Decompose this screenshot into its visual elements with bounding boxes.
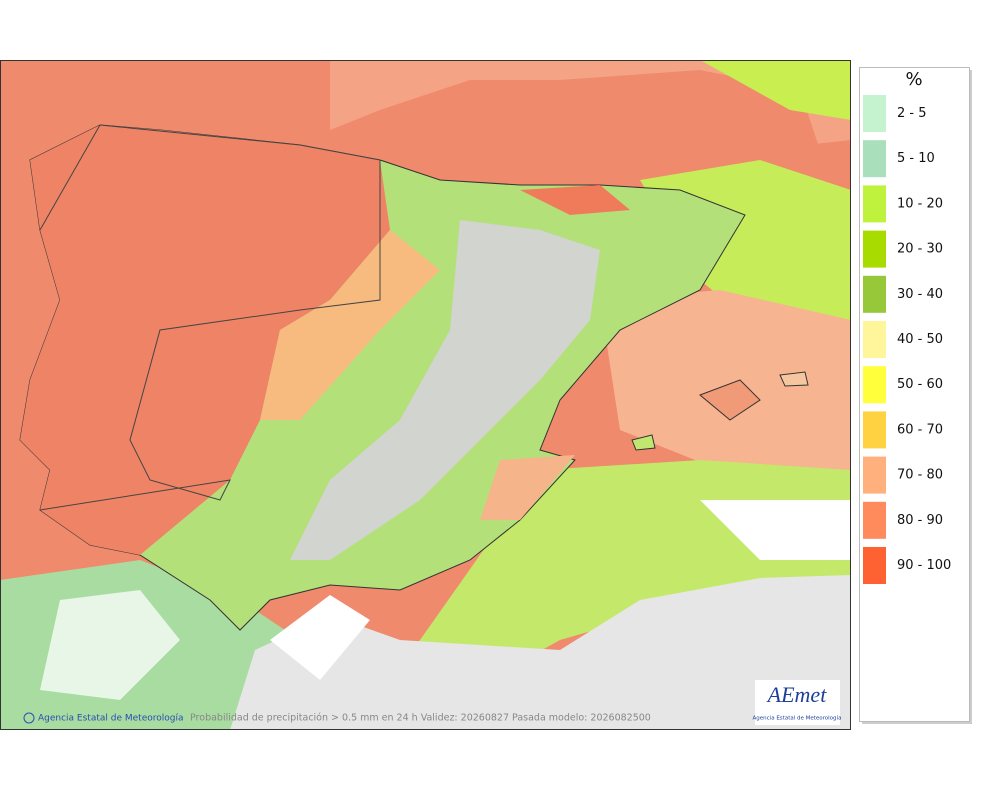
legend-swatch bbox=[863, 321, 886, 358]
logo-box bbox=[755, 680, 840, 725]
legend-swatch bbox=[863, 501, 886, 539]
logo-subtitle: Agencia Estatal de Meteorología bbox=[753, 715, 842, 722]
legend-swatch bbox=[863, 230, 886, 268]
agency-credit: Agencia Estatal de Meteorología bbox=[38, 714, 184, 724]
legend-swatch bbox=[863, 411, 886, 449]
legend-label: 2 - 5 bbox=[897, 106, 927, 121]
north-africa bbox=[230, 575, 851, 730]
legend-label: 80 - 90 bbox=[897, 513, 943, 528]
ibiza bbox=[631, 434, 656, 451]
low-prob-west bbox=[40, 590, 180, 700]
mallorca bbox=[699, 379, 761, 421]
murcia-mid bbox=[480, 455, 575, 520]
legend-swatch bbox=[863, 456, 886, 494]
legend-swatch bbox=[863, 366, 886, 404]
map-frame bbox=[0, 60, 851, 730]
legend-swatch bbox=[863, 140, 886, 178]
map-caption: Probabilidad de precipitación > 0.5 mm e… bbox=[190, 713, 651, 724]
legend-label: 5 - 10 bbox=[897, 151, 935, 166]
legend-swatch bbox=[863, 185, 886, 223]
legend-label: 70 - 80 bbox=[897, 468, 943, 483]
copyright-icon bbox=[23, 712, 35, 724]
legend-title: % bbox=[905, 69, 922, 90]
legend-label: 60 - 70 bbox=[897, 422, 943, 437]
legend-label: 50 - 60 bbox=[897, 377, 943, 392]
legend-swatch bbox=[863, 547, 886, 584]
legend-label: 30 - 40 bbox=[897, 287, 943, 302]
legend-swatch bbox=[863, 275, 886, 313]
alps-low bbox=[700, 60, 851, 120]
pyrenees-high bbox=[520, 185, 630, 215]
strait-area bbox=[270, 595, 370, 680]
legend-label: 40 - 50 bbox=[897, 332, 943, 347]
legend-label: 90 - 100 bbox=[897, 558, 951, 573]
borders bbox=[39, 124, 381, 511]
low-prob bbox=[700, 500, 851, 560]
legend-items: 2 - 5 5 - 10 10 - 20 20 - 30 30 - 40 40 - 50 5… bbox=[863, 95, 951, 584]
legend-swatch bbox=[863, 95, 886, 132]
france-high bbox=[560, 70, 820, 170]
logo-name: AEmet bbox=[766, 682, 828, 707]
legend-label: 20 - 30 bbox=[897, 242, 943, 257]
legend-label: 10 - 20 bbox=[897, 196, 943, 211]
east-dry bbox=[290, 220, 600, 560]
center-mid bbox=[260, 230, 440, 420]
west-high bbox=[20, 125, 390, 555]
map bbox=[0, 60, 851, 730]
menorca bbox=[779, 371, 809, 387]
